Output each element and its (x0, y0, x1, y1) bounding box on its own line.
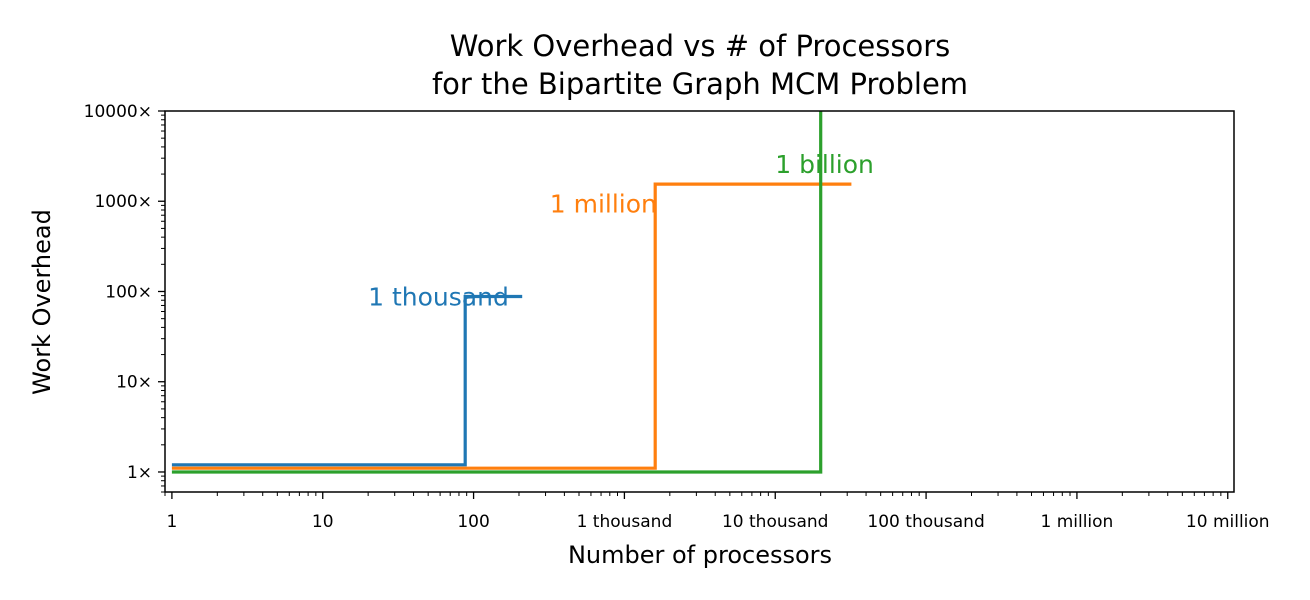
x-tick-label-5: 100 thousand (867, 512, 984, 532)
chart-title-line-1: Work Overhead vs # of Processors (450, 29, 950, 63)
series-label-layer: 1 thousand 1 million 1 billion (368, 150, 874, 312)
series-line-0 (171, 294, 523, 467)
y-axis-label: Work Overhead (28, 209, 56, 395)
plot-area-frame (164, 110, 1235, 493)
chart-title-line-2: for the Bipartite Graph MCM Problem (432, 67, 968, 101)
y-tick-label-2: 100× (105, 282, 152, 302)
series-label-0: 1 thousand (368, 282, 509, 311)
x-tick-label-6: 1 million (1040, 512, 1113, 532)
x-tick-label-2: 100 (457, 512, 489, 532)
series-layer (171, 111, 852, 474)
x-tick-label-4: 10 thousand (722, 512, 829, 532)
axis-layer: 1 10 100 1 thousand 10 thousand 100 thousand 1… (84, 102, 1270, 532)
series-line-1 (171, 182, 852, 470)
y-tick-label-4: 10000× (84, 102, 152, 122)
y-tick-label-1: 10× (116, 373, 152, 393)
x-tick-label-1: 10 (312, 512, 334, 532)
x-tick-label-3: 1 thousand (577, 512, 673, 532)
series-label-2: 1 billion (775, 150, 874, 179)
y-tick-label-3: 1000× (94, 192, 152, 212)
x-tick-label-0: 1 (166, 512, 177, 532)
x-tick-label-7: 10 million (1186, 512, 1270, 532)
series-label-1: 1 million (550, 189, 657, 218)
x-axis-label: Number of processors (568, 541, 832, 569)
series-line-2 (171, 111, 823, 474)
y-tick-label-0: 1× (127, 463, 152, 483)
